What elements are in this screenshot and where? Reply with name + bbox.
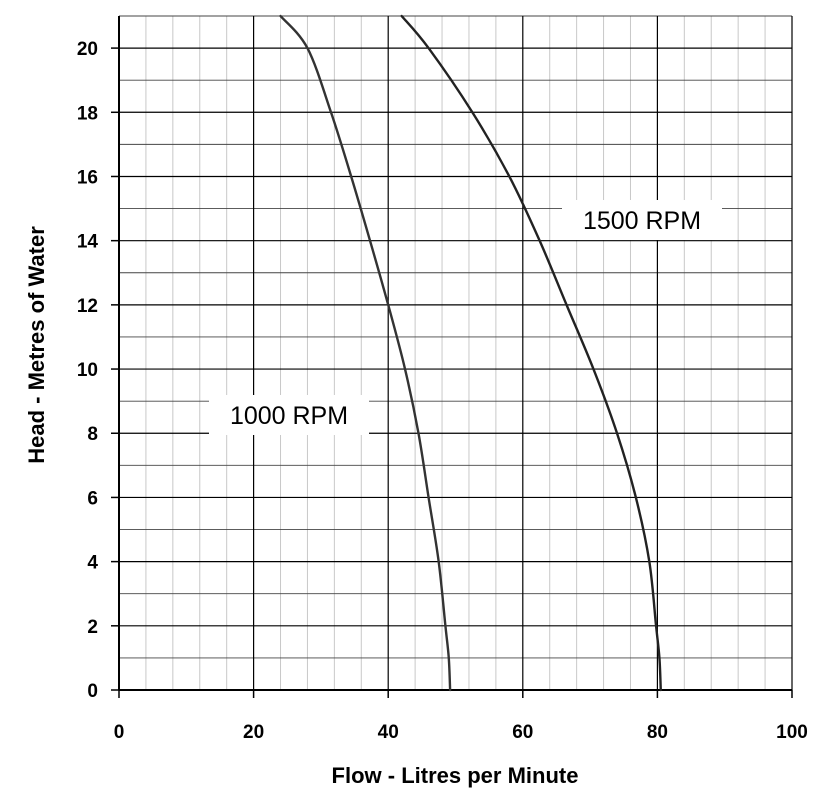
series-label-background (562, 200, 722, 240)
axes (111, 16, 793, 698)
x-tick-label: 60 (512, 722, 533, 743)
series-line-1500-rpm (400, 14, 662, 692)
series-labels: 1000 RPM 1500 RPM (209, 200, 722, 435)
x-tick-label: 0 (114, 722, 125, 743)
y-tick-label: 4 (87, 553, 98, 574)
x-axis-title: Flow - Litres per Minute (332, 763, 579, 788)
y-tick-label: 2 (87, 617, 98, 638)
series-lines (279, 14, 662, 692)
major-grid (119, 16, 792, 690)
y-tick-label: 10 (77, 360, 98, 381)
y-tick-labels: 0 2 4 6 8 10 12 14 16 18 20 (77, 39, 99, 702)
y-tick-label: 12 (77, 296, 98, 317)
y-tick-label: 14 (77, 232, 99, 253)
series-label-1000-rpm: 1000 RPM (230, 402, 348, 430)
series-label-background (209, 395, 369, 435)
x-tick-label: 100 (776, 722, 808, 743)
y-tick-label: 8 (87, 424, 98, 445)
y-tick-label: 6 (87, 488, 98, 509)
series-label-1500-rpm: 1500 RPM (583, 207, 701, 235)
y-tick-label: 20 (77, 39, 98, 60)
y-tick-label: 16 (77, 167, 98, 188)
x-tick-label: 80 (647, 722, 668, 743)
x-tick-label: 40 (378, 722, 399, 743)
y-axis-title: Head - Metres of Water (24, 226, 49, 464)
minor-grid (119, 15, 792, 690)
y-tick-label: 18 (77, 103, 98, 124)
x-tick-labels: 0 20 40 60 80 100 (114, 722, 808, 743)
x-tick-label: 20 (243, 722, 264, 743)
series-line-1000-rpm (279, 14, 452, 692)
y-tick-label: 0 (87, 681, 98, 702)
